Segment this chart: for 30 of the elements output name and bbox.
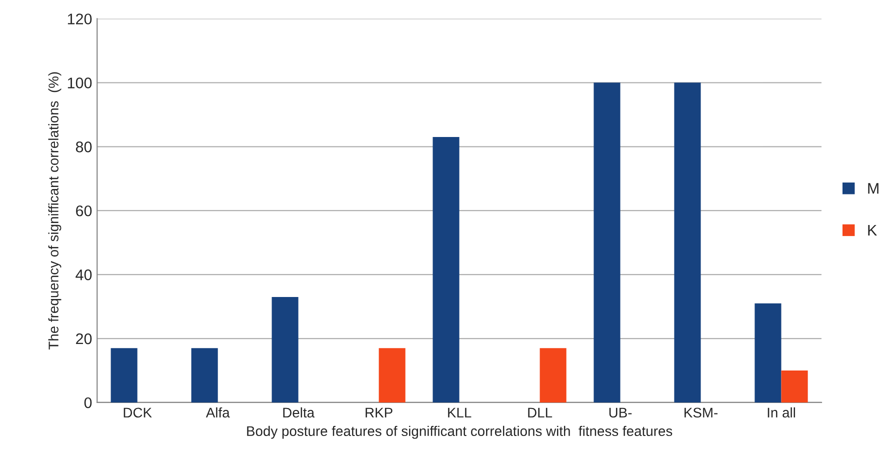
- x-tick-label: Alfa: [206, 407, 230, 418]
- x-tick-label: UB-: [609, 408, 632, 418]
- bar: [754, 303, 782, 402]
- y-tick-label: 60: [76, 205, 92, 216]
- y-tick-label: 120: [68, 14, 92, 24]
- y-tick-label: 40: [76, 269, 92, 280]
- bar: [674, 82, 701, 402]
- x-tick-label: Delta: [283, 407, 315, 418]
- y-tick-label: 100: [68, 78, 92, 88]
- x-tick-label: KLL: [448, 408, 472, 418]
- bar: [378, 348, 406, 402]
- x-tick-label: DCK: [124, 408, 152, 418]
- x-tick-label: DLL: [528, 408, 552, 418]
- x-tick-label: RKP: [366, 408, 392, 418]
- x-tick-label: In all: [768, 407, 795, 418]
- bar: [594, 82, 620, 402]
- y-tick-label: 20: [76, 333, 92, 344]
- x-tick-label: KSM-: [684, 408, 718, 418]
- bar: [781, 370, 808, 402]
- bar: [272, 296, 298, 402]
- y-tick-label: 80: [76, 142, 92, 152]
- y-axis-title: The frequency of signifficant correlations (%): [48, 72, 62, 350]
- y-tick-label: 0: [84, 397, 92, 408]
- bar: [110, 348, 138, 402]
- bar: [191, 348, 218, 402]
- bar: [432, 137, 460, 402]
- legend-label: K: [868, 224, 877, 236]
- x-axis-title: Body posture features of signifficant correlations with fitness features: [247, 426, 672, 439]
- legend-label: M: [868, 183, 878, 194]
- bar: [540, 348, 566, 402]
